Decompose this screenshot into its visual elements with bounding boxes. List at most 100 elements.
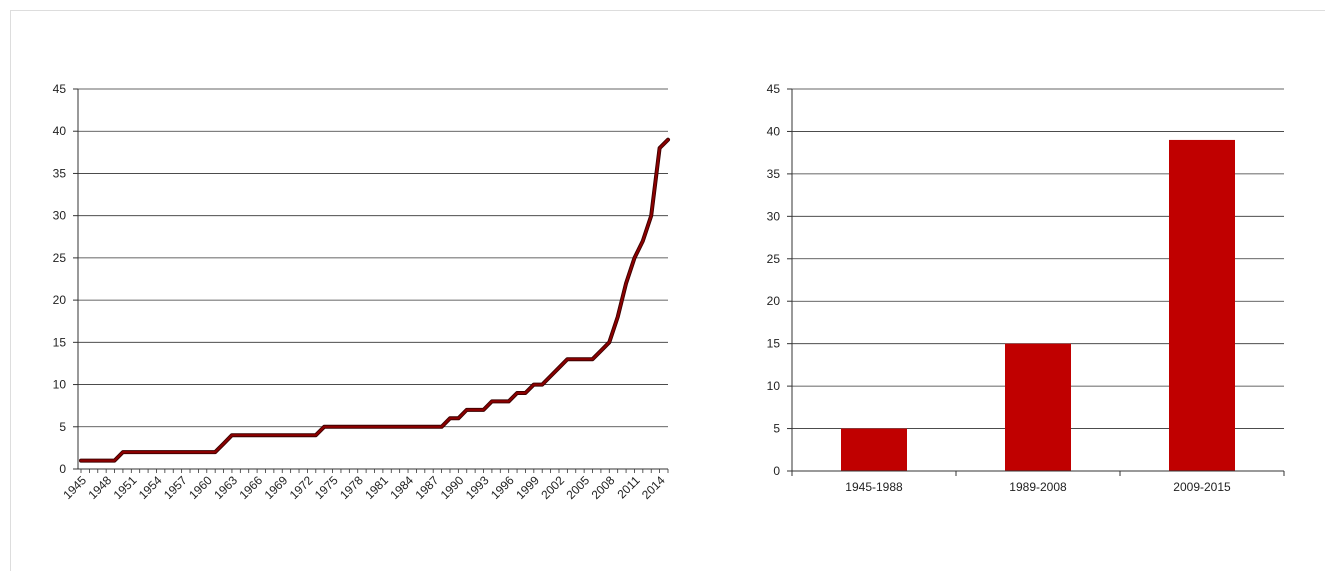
line-y-tick-label: 25 <box>53 251 67 265</box>
line-point <box>399 426 401 428</box>
line-point <box>197 451 199 453</box>
line-point <box>667 139 669 141</box>
line-point <box>499 400 501 403</box>
line-y-tick-label: 30 <box>53 209 67 223</box>
line-point <box>331 426 334 428</box>
line-x-tick-label: 1954 <box>136 473 165 502</box>
line-point <box>273 434 275 436</box>
line-point <box>373 426 376 428</box>
line-point <box>281 434 283 436</box>
line-point <box>558 367 560 369</box>
line-x-tick-label: 2008 <box>589 473 618 502</box>
line-x-tick-label: 1969 <box>262 473 291 502</box>
line-point <box>340 426 342 428</box>
line-point <box>323 426 325 428</box>
line-x-tick-label: 1948 <box>85 473 114 502</box>
line-point <box>357 426 359 428</box>
line-point <box>248 434 250 436</box>
line-chart: 0510152025303540451945194819511954195719… <box>53 82 670 502</box>
line-point <box>550 375 552 377</box>
line-point <box>424 426 426 428</box>
line-y-tick-label: 40 <box>53 124 67 138</box>
line-x-tick-label: 2005 <box>563 473 592 502</box>
line-x-tick-label: 1951 <box>111 473 140 502</box>
line-x-tick-label: 1972 <box>287 473 316 502</box>
line-x-tick-label: 1978 <box>337 473 366 502</box>
line-y-tick-label: 20 <box>53 293 67 307</box>
line-point <box>97 459 99 462</box>
line-point <box>583 358 585 360</box>
line-x-tick-label: 2002 <box>538 473 567 502</box>
line-x-tick-label: 1993 <box>463 473 492 502</box>
chart-canvas <box>10 10 1325 571</box>
line-point <box>659 147 661 149</box>
line-point <box>189 451 191 453</box>
line-point <box>382 426 384 428</box>
line-point <box>155 451 158 453</box>
line-point <box>113 459 116 462</box>
line-point <box>533 383 535 386</box>
line-point <box>633 257 636 259</box>
line-point <box>172 451 174 453</box>
line-point <box>449 417 451 419</box>
line-point <box>130 451 132 453</box>
line-x-tick-label: 1966 <box>236 473 265 502</box>
line-x-tick-label: 1984 <box>387 473 416 502</box>
line-x-tick-label: 1963 <box>211 473 240 502</box>
line-point <box>122 451 124 453</box>
line-point <box>222 443 225 445</box>
line-x-tick-label: 1996 <box>488 473 517 502</box>
line-point <box>206 451 208 453</box>
line-x-tick-label: 2011 <box>614 473 642 501</box>
line-x-tick-label: 1945 <box>60 473 89 502</box>
line-x-tick-label: 2014 <box>639 473 668 502</box>
line-point <box>432 426 434 428</box>
line-y-tick-label: 10 <box>53 378 67 392</box>
line-point <box>80 459 82 462</box>
line-x-tick-label: 1975 <box>312 473 341 502</box>
line-point <box>298 434 300 436</box>
line-point <box>457 417 459 419</box>
line-y-tick-label: 45 <box>53 82 67 96</box>
line-x-tick-label: 1957 <box>161 473 190 502</box>
line-point <box>147 451 149 453</box>
line-point <box>365 426 367 428</box>
line-point <box>508 400 510 403</box>
line-point <box>214 451 216 453</box>
line-point <box>407 426 409 428</box>
line-x-tick-label: 1999 <box>513 473 542 502</box>
line-point <box>466 409 468 411</box>
line-point <box>516 392 518 394</box>
line-point <box>524 392 527 394</box>
line-point <box>88 459 90 462</box>
line-y-tick-label: 15 <box>53 335 67 349</box>
line-point <box>474 409 476 411</box>
line-point <box>600 350 602 352</box>
line-point <box>617 316 619 318</box>
line-y-tick-label: 0 <box>59 462 66 476</box>
line-point <box>608 341 610 343</box>
line-point <box>315 434 317 436</box>
line-point <box>348 426 350 428</box>
line-point <box>231 434 233 436</box>
line-point <box>440 426 443 428</box>
line-point <box>415 426 418 428</box>
line-y-tick-label: 35 <box>53 166 67 180</box>
line-point <box>482 409 485 411</box>
line-point <box>642 240 644 242</box>
line-x-tick-label: 1987 <box>413 473 442 502</box>
line-x-tick-label: 1981 <box>362 473 391 502</box>
line-point <box>650 215 652 217</box>
line-point <box>541 383 543 386</box>
line-point <box>566 358 568 360</box>
line-x-tick-label: 1990 <box>438 473 467 502</box>
line-x-tick-label: 1960 <box>186 473 215 502</box>
line-point <box>591 358 594 360</box>
line-point <box>164 451 166 453</box>
line-point <box>264 434 267 436</box>
line-point <box>139 451 141 453</box>
line-point <box>105 459 107 462</box>
line-point <box>575 358 577 360</box>
line-point <box>181 451 183 453</box>
line-point <box>306 434 309 436</box>
